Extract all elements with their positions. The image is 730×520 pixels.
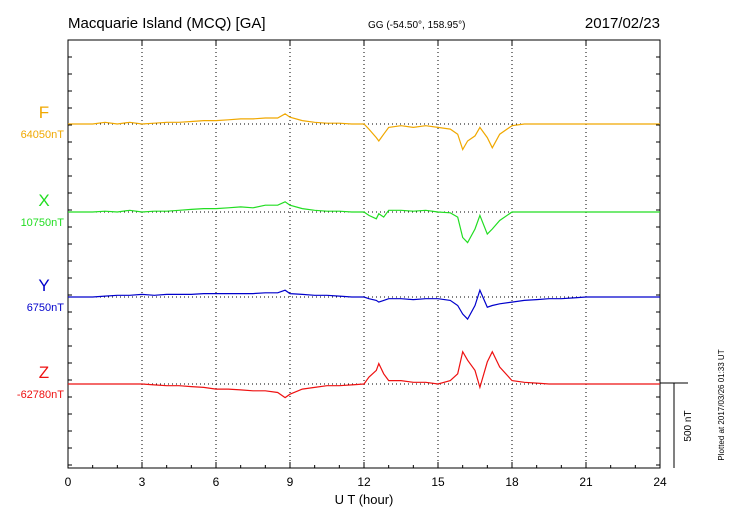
series-name-x: X bbox=[38, 191, 49, 210]
x-axis-label: U T (hour) bbox=[335, 492, 394, 507]
x-tick-label: 15 bbox=[431, 475, 445, 489]
series-line-y bbox=[68, 288, 660, 321]
plotted-timestamp: Plotted at 2017/03/26 01:33 UT bbox=[717, 349, 726, 460]
series-group: F 64050nT X 10750nT Y 6750nT Z -62780nT bbox=[17, 103, 660, 401]
series-line-x bbox=[68, 201, 660, 244]
series-name-f: F bbox=[39, 103, 49, 122]
x-tick-label: 18 bbox=[505, 475, 519, 489]
series-name-z: Z bbox=[39, 363, 49, 382]
x-tick-label: 3 bbox=[139, 475, 146, 489]
x-tick-label: 9 bbox=[287, 475, 294, 489]
series-name-y: Y bbox=[38, 276, 49, 295]
date-label: 2017/02/23 bbox=[585, 15, 660, 32]
x-tick-label: 0 bbox=[65, 475, 72, 489]
x-tick-label: 24 bbox=[653, 475, 667, 489]
scale-bar-label: 500 nT bbox=[683, 410, 694, 441]
station-title: Macquarie Island (MCQ) [GA] bbox=[68, 15, 266, 32]
series-baseline-x: 10750nT bbox=[21, 217, 65, 229]
x-tick-label: 12 bbox=[357, 475, 371, 489]
grid bbox=[141, 40, 587, 468]
coordinates-label: GG (-54.50°, 158.95°) bbox=[368, 20, 466, 31]
series-baseline-f: 64050nT bbox=[21, 129, 65, 141]
x-tick-label: 6 bbox=[213, 475, 220, 489]
series-line-f bbox=[68, 113, 660, 151]
series-line-z bbox=[68, 350, 660, 399]
x-axis: 0 3 6 9 12 15 18 21 24 bbox=[65, 40, 667, 489]
series-baseline-y: 6750nT bbox=[27, 302, 65, 314]
scale-bar: 500 nT bbox=[660, 382, 694, 468]
series-baseline-z: -62780nT bbox=[17, 389, 64, 401]
x-tick-label: 21 bbox=[579, 475, 593, 489]
